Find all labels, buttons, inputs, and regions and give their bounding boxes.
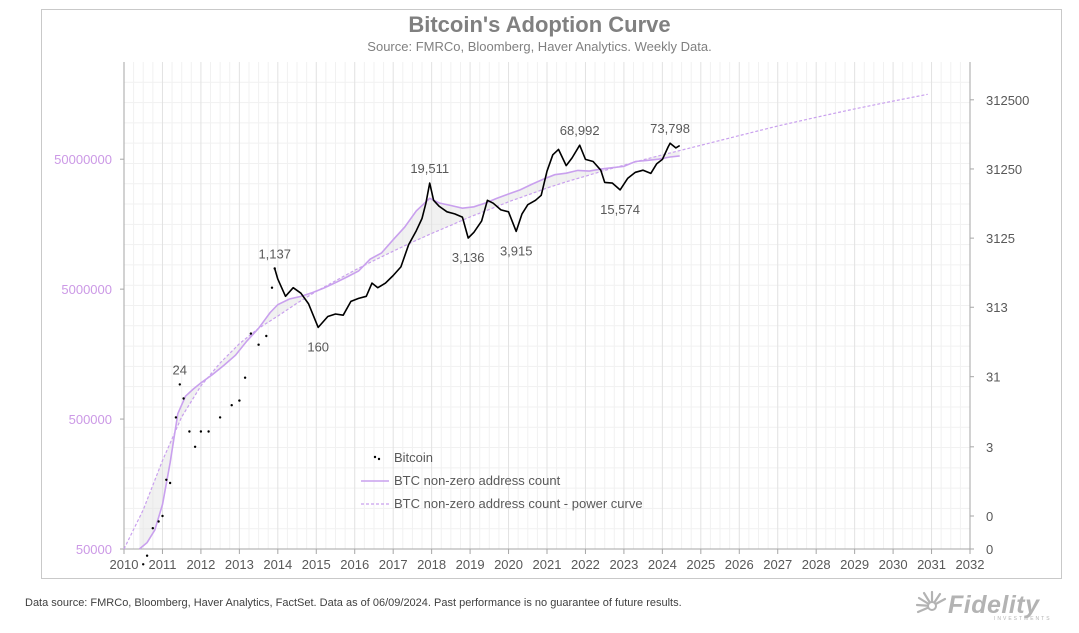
x-tick-label: 2010 (110, 557, 139, 572)
bitcoin-point (178, 383, 181, 386)
x-tick-label: 2029 (840, 557, 869, 572)
bitcoin-point (238, 399, 241, 402)
bitcoin-point (165, 478, 168, 481)
price-annotation: 3,136 (452, 250, 485, 265)
price-annotation: 15,574 (600, 202, 640, 217)
series-power-curve (123, 93, 928, 550)
bitcoin-point (218, 416, 222, 419)
legend-label: BTC non-zero address count (394, 473, 561, 488)
x-tick-label: 2030 (879, 557, 908, 572)
x-tick-label: 2032 (956, 557, 985, 572)
x-tick-label: 2021 (533, 557, 562, 572)
price-annotation: 160 (307, 339, 329, 354)
x-tick-label: 2023 (609, 557, 638, 572)
x-tick-label: 2015 (302, 557, 331, 572)
x-tick-label: 2020 (494, 557, 523, 572)
legend-swatch-bitcoin (377, 457, 381, 461)
bitcoin-point (161, 514, 164, 518)
x-tick-label: 2025 (686, 557, 715, 572)
bitcoin-point (243, 376, 247, 379)
fidelity-burst-icon (915, 590, 947, 614)
y-left-tick-label: 5000000 (61, 282, 112, 297)
price-annotation: 1,137 (258, 246, 291, 261)
bitcoin-point (207, 430, 210, 433)
bitcoin-point (142, 563, 145, 566)
x-tick-label: 2028 (802, 557, 831, 572)
footer-note: Data source: FMRCo, Bloomberg, Haver Ana… (25, 597, 682, 609)
price-annotation: 68,992 (560, 123, 600, 138)
bitcoin-point (157, 520, 160, 523)
bitcoin-point (249, 332, 253, 335)
y-left-tick-label: 500000 (69, 412, 112, 427)
y-right-tick-label: 312500 (986, 93, 1029, 108)
bitcoin-point (257, 343, 260, 346)
x-tick-label: 2031 (917, 557, 946, 572)
y-right-tick-label: 31 (986, 370, 1000, 385)
logo-wordmark: Fidelity (948, 591, 1040, 619)
bitcoin-point (193, 445, 197, 448)
chart-subtitle: Source: FMRCo, Bloomberg, Haver Analytic… (367, 39, 712, 54)
bitcoin-point (188, 430, 191, 433)
x-tick-label: 2024 (648, 557, 677, 572)
x-tick-label: 2027 (763, 557, 792, 572)
bitcoin-point (168, 481, 172, 485)
chart-frame (41, 9, 1062, 579)
price-annotation: 19,511 (410, 161, 449, 176)
y-right-tick-label: 313 (986, 300, 1008, 315)
logo-subtext: INVESTMENTS (994, 616, 1052, 622)
x-tick-label: 2017 (379, 557, 408, 572)
bitcoin-point (151, 527, 154, 530)
x-tick-label: 2011 (148, 557, 176, 572)
x-tick-label: 2019 (456, 557, 485, 572)
x-tick-label: 2018 (417, 557, 446, 572)
bitcoin-point (199, 430, 203, 433)
x-tick-label: 2014 (263, 557, 292, 572)
y-left-tick-label: 50000 (76, 542, 112, 557)
bitcoin-point (145, 554, 149, 557)
y-right-tick-label: 0 (986, 542, 993, 557)
series-bitcoin-line (273, 142, 681, 329)
bitcoin-point (270, 286, 274, 289)
x-tick-label: 2022 (571, 557, 600, 572)
bitcoin-point (174, 416, 178, 419)
y-right-tick-label: 3 (986, 440, 993, 455)
x-tick-label: 2013 (225, 557, 254, 572)
x-tick-label: 2016 (340, 557, 369, 572)
bitcoin-point (230, 404, 233, 407)
bitcoin-point (265, 334, 268, 338)
address-band-shading (139, 150, 680, 549)
chart-title: Bitcoin's Adoption Curve (408, 12, 671, 37)
y-right-tick-label: 0 (986, 509, 993, 524)
price-annotation: 24 (173, 362, 187, 377)
fidelity-logo: Fidelity INVESTMENTS (912, 590, 1064, 622)
y-right-tick-label: 31250 (986, 162, 1022, 177)
bitcoin-point (182, 397, 185, 400)
x-tick-label: 2026 (725, 557, 754, 572)
legend-label: Bitcoin (394, 450, 433, 465)
y-right-tick-label: 3125 (986, 231, 1015, 246)
y-left-tick-label: 50000000 (54, 152, 112, 167)
price-annotation: 3,915 (500, 243, 533, 258)
price-annotation: 73,798 (650, 121, 690, 136)
series-address-count (138, 155, 680, 550)
legend-label: BTC non-zero address count - power curve (394, 496, 643, 511)
x-tick-label: 2012 (186, 557, 215, 572)
legend-swatch-bitcoin (373, 455, 377, 459)
